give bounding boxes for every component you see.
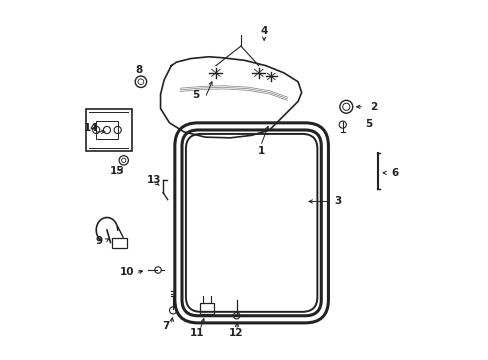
Text: 13: 13 [147,175,162,185]
Text: 15: 15 [109,166,123,176]
Text: 11: 11 [190,328,204,338]
Text: 2: 2 [369,102,377,112]
Text: 9: 9 [95,236,102,246]
Text: 8: 8 [135,65,142,75]
Text: 12: 12 [228,328,243,338]
Text: 3: 3 [334,197,341,206]
Text: 10: 10 [120,267,134,277]
Text: 5: 5 [192,90,200,100]
Text: 6: 6 [391,168,398,178]
Text: 4: 4 [260,26,267,36]
Text: 1: 1 [257,146,264,156]
Text: 5: 5 [364,118,371,129]
Text: 7: 7 [162,321,169,332]
Text: 14: 14 [83,123,98,133]
